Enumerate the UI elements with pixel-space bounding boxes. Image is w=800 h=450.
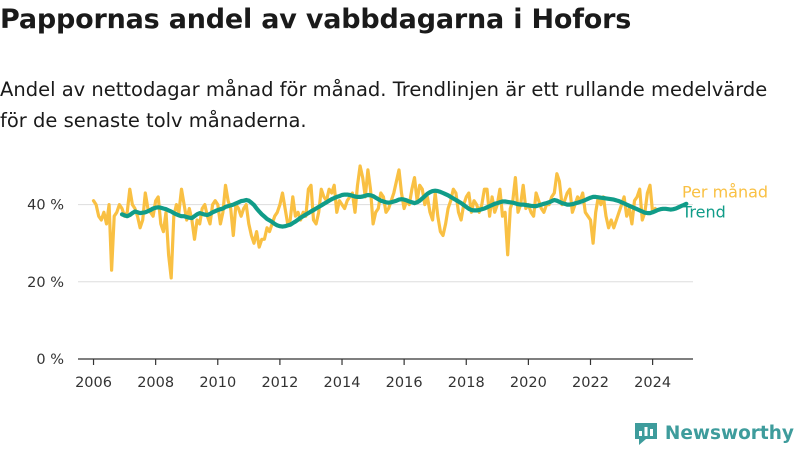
x-tick-label: 2022 [572, 375, 609, 391]
y-tick-label: 0 % [36, 352, 64, 368]
x-tick-label: 2008 [137, 375, 174, 391]
x-tick-label: 2020 [510, 375, 547, 391]
brand-name: Newsworthy [664, 422, 794, 444]
y-tick-label: 40 % [27, 198, 64, 214]
x-tick-label: 2018 [448, 375, 485, 391]
bar-chart-icon [634, 423, 657, 445]
x-tick-label: 2014 [324, 375, 361, 391]
series-line-per-manad [91, 164, 657, 280]
x-tick-label: 2012 [261, 375, 298, 391]
chart-title: Pappornas andel av vabbdagarna i Hofors [0, 4, 632, 35]
x-tick-label: 2024 [634, 375, 671, 391]
x-axis: 2006 2008 2010 2012 2014 2016 2018 2020 2022 2024 [75, 358, 693, 391]
x-tick-label: 2010 [199, 375, 236, 391]
chart-subtitle: Andel av nettodagar månad för månad. Tre… [0, 78, 768, 132]
series-lines [91, 164, 689, 280]
newsworthy-logo: Newsworthy [633, 420, 794, 446]
y-tick-label: 20 % [27, 275, 64, 291]
series-label-trend: Trend [681, 203, 726, 222]
x-tick-label: 2006 [75, 375, 112, 391]
series-line-trend [119, 188, 689, 229]
series-label-per-manad: Per månad [682, 183, 768, 202]
y-axis-ticks: 0 % 20 % 40 % [27, 198, 64, 368]
x-tick-label: 2016 [386, 375, 423, 391]
